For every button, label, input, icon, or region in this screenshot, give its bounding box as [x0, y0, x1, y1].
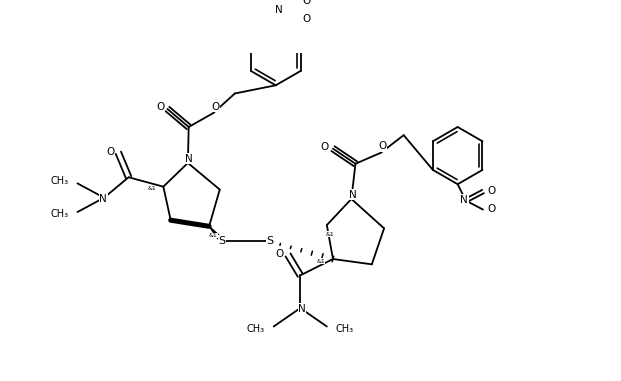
Text: O: O: [487, 186, 496, 196]
Text: N: N: [185, 154, 193, 164]
Text: O: O: [320, 142, 329, 152]
Text: N: N: [349, 190, 357, 200]
Text: O: O: [156, 102, 164, 112]
Text: O: O: [275, 249, 283, 259]
Text: O: O: [212, 102, 220, 112]
Text: CH₃: CH₃: [247, 323, 265, 333]
Text: S: S: [219, 236, 226, 246]
Text: S: S: [219, 235, 226, 246]
Text: S: S: [266, 236, 274, 246]
Text: CH₃: CH₃: [336, 323, 354, 333]
Polygon shape: [209, 226, 224, 243]
Text: CH₃: CH₃: [50, 209, 68, 219]
Text: O: O: [487, 204, 496, 214]
Text: &1: &1: [316, 259, 325, 264]
Text: CH₃: CH₃: [50, 176, 68, 186]
Text: O: O: [302, 14, 310, 24]
Text: O: O: [106, 147, 114, 157]
Text: N: N: [460, 195, 468, 205]
Text: &1: &1: [326, 232, 335, 237]
Text: &1: &1: [148, 186, 156, 191]
Text: N: N: [298, 304, 306, 314]
Text: &1: &1: [209, 233, 217, 238]
Text: O: O: [302, 0, 310, 6]
Text: S: S: [266, 235, 274, 246]
Text: O: O: [379, 141, 387, 151]
Text: N: N: [99, 194, 107, 203]
Text: N: N: [275, 5, 283, 15]
